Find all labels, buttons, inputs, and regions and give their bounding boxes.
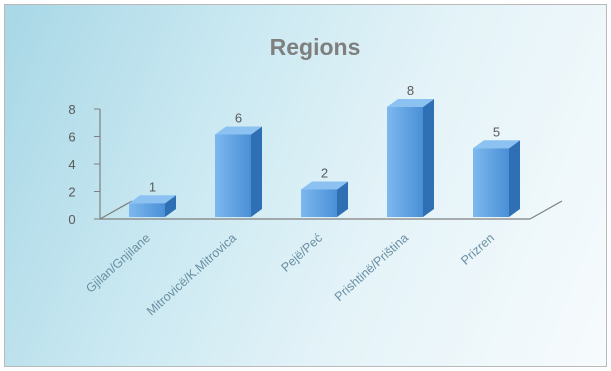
bar-top <box>129 195 176 204</box>
bar <box>129 195 176 217</box>
chart-area: Regions 0 2 4 6 8 1 6 2 8 5 Gjilan/Gnjilane Mitro… <box>4 4 607 367</box>
bar-chart: Regions 0 2 4 6 8 1 6 2 8 5 Gjilan/GnjilaneMitro… <box>68 34 563 319</box>
bar-side <box>337 181 348 217</box>
y-axis-ticks: 0 2 4 6 8 <box>68 102 100 227</box>
bar-side <box>509 140 520 217</box>
category-label: Pejë/Peć <box>278 231 325 275</box>
bar-front <box>301 189 337 217</box>
bar <box>301 181 348 217</box>
data-label: 2 <box>321 166 328 181</box>
y-tick-label: 6 <box>68 130 75 145</box>
data-label: 8 <box>407 83 414 98</box>
bar-front <box>473 148 509 217</box>
bars <box>129 99 520 217</box>
bar-side <box>251 126 262 217</box>
category-label: Prishtinë/Priština <box>332 231 411 304</box>
bar-front <box>215 134 251 217</box>
y-tick-label: 4 <box>68 157 75 172</box>
y-tick-label: 8 <box>68 102 75 117</box>
category-label: Gjilan/Gnjilane <box>83 231 153 296</box>
bar-top <box>215 126 262 135</box>
chart-title: Regions <box>270 34 361 60</box>
bar-top <box>301 181 348 190</box>
bar-front <box>387 107 423 217</box>
category-label: Prizren <box>458 231 497 268</box>
data-label: 1 <box>149 179 156 194</box>
data-labels: 1 6 2 8 5 <box>149 83 500 194</box>
data-label: 6 <box>235 111 242 126</box>
floor-right-edge <box>529 200 563 220</box>
y-tick-label: 2 <box>68 185 75 200</box>
bar-side <box>423 99 434 217</box>
bar-top <box>473 140 520 149</box>
bar <box>473 140 520 217</box>
y-tick-label: 0 <box>68 212 75 227</box>
category-label: Mitrovicë/K.Mitrovica <box>144 231 239 319</box>
bar <box>215 126 262 217</box>
floor-left-edge <box>99 200 133 220</box>
data-label: 5 <box>493 124 500 139</box>
bar-top <box>387 99 434 107</box>
bar-front <box>129 203 165 217</box>
bar <box>387 99 434 217</box>
bar-side <box>165 195 176 217</box>
